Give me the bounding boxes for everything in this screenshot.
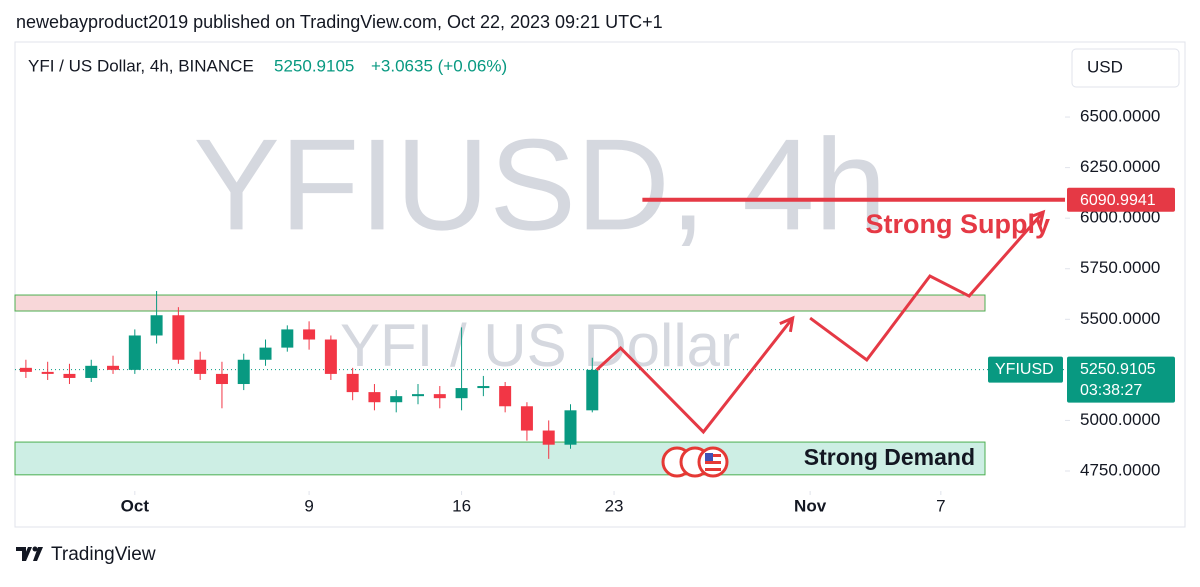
demand-zone — [14, 441, 986, 476]
candle-body — [107, 365, 120, 370]
y-tick-label: 5500.0000 — [1080, 309, 1160, 328]
price-value: 5250.9105 — [1080, 361, 1156, 378]
arrow-head — [779, 315, 795, 333]
candle-body — [346, 373, 359, 393]
candle-body — [455, 388, 468, 399]
symbol-label: YFIUSD — [995, 361, 1054, 378]
candle-body — [172, 315, 185, 360]
flag-icons — [661, 446, 729, 478]
frame — [14, 41, 1186, 528]
y-tick-label: 6000.0000 — [1080, 208, 1160, 227]
currency[interactable]: USD — [1087, 57, 1123, 76]
y-tick-label: 5000.0000 — [1080, 410, 1160, 429]
candle-body — [303, 329, 316, 340]
candle-body — [433, 394, 446, 399]
x-tick-label: Nov — [794, 496, 827, 515]
candle-body — [412, 394, 425, 397]
y-tick-label: 5750.0000 — [1080, 258, 1160, 277]
candle-body — [564, 410, 577, 445]
candle-body — [499, 386, 512, 407]
candle-body — [150, 315, 163, 336]
candle-body — [477, 386, 490, 389]
supply-zone — [14, 294, 986, 312]
supply-label: Strong Supply — [866, 209, 1051, 239]
candle-body — [41, 371, 54, 374]
candle-body — [237, 359, 250, 385]
candle-body — [85, 365, 98, 378]
candle-body — [390, 396, 403, 403]
candle-body — [324, 339, 337, 374]
x-tick-label: 23 — [605, 496, 624, 515]
y-tick-label: 4750.0000 — [1080, 460, 1160, 479]
candle-body — [194, 359, 207, 374]
candle-body — [281, 329, 294, 348]
candle-body — [520, 406, 533, 431]
candle-body — [542, 430, 555, 445]
candle-body — [586, 369, 599, 411]
legend-price: 5250.9105 — [274, 56, 354, 75]
legend-title: YFI / US Dollar, 4h, BINANCE — [28, 56, 254, 75]
level-tag — [1067, 187, 1175, 212]
candle-body — [128, 335, 141, 370]
watermark: YFIUSD, 4h — [193, 111, 887, 257]
brand: TradingView — [51, 544, 156, 565]
watermark-sub: YFI / US Dollar — [340, 312, 740, 379]
arrow-head — [1029, 209, 1046, 227]
tv-logo — [16, 546, 43, 561]
x-tick-label: 7 — [936, 496, 945, 515]
projection — [595, 317, 794, 435]
currency-button[interactable] — [1071, 48, 1180, 88]
projection — [809, 211, 1045, 363]
candle-body — [63, 373, 76, 378]
candle-body — [368, 392, 381, 403]
x-tick-label: Oct — [121, 496, 150, 515]
price-tag — [1067, 356, 1175, 403]
y-tick-label: 6500.0000 — [1080, 107, 1160, 126]
y-tick-label: 6250.0000 — [1080, 157, 1160, 176]
symbol-tag — [988, 356, 1063, 383]
publisher: newebayproduct2019 published on TradingV… — [16, 12, 663, 32]
countdown: 03:38:27 — [1080, 382, 1142, 399]
candle-body — [19, 367, 32, 372]
x-tick-label: 16 — [452, 496, 471, 515]
demand-label: Strong Demand — [804, 444, 975, 470]
candle-body — [215, 373, 228, 385]
legend-change: +3.0635 (+0.06%) — [371, 56, 507, 75]
x-tick-label: 9 — [304, 496, 313, 515]
candle-body — [259, 347, 272, 360]
level-value: 6090.9941 — [1080, 192, 1156, 209]
